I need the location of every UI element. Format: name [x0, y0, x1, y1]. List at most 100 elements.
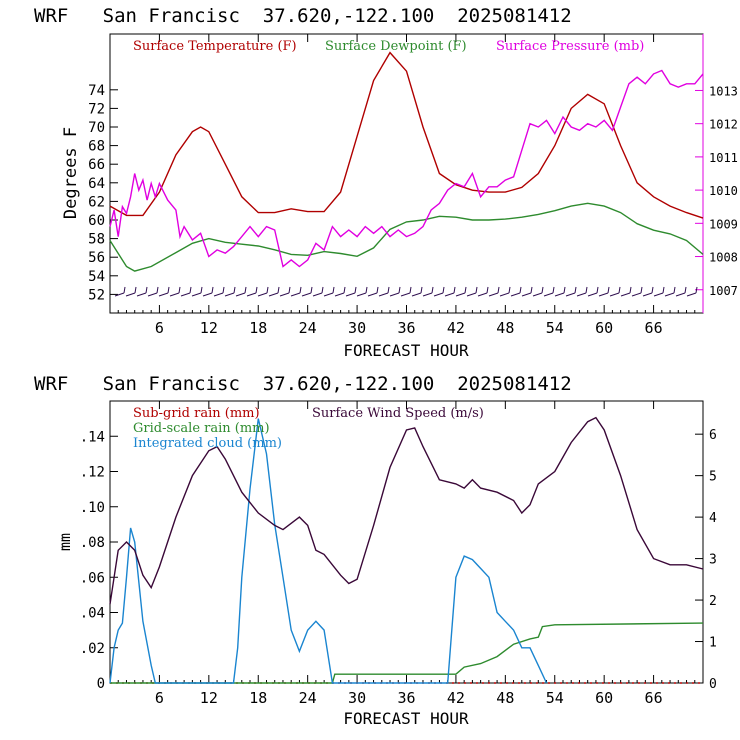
chart-1-right-tick-label: 1012 — [709, 118, 738, 132]
wind-barb — [422, 286, 434, 297]
chart-1-y-tick-label: 70 — [88, 120, 105, 136]
wind-barb — [334, 286, 346, 297]
chart-2-x-tick-label: 18 — [249, 689, 267, 707]
chart-1-x-tick-label: 48 — [496, 319, 514, 337]
chart-2-legend-integrated-cloud: Integrated cloud (mm) — [133, 436, 282, 451]
wind-barb — [191, 286, 203, 297]
chart-1-right-tick-label: 1010 — [709, 184, 738, 198]
chart-1-x-tick-label: 42 — [447, 319, 465, 337]
wind-barb — [114, 286, 126, 297]
chart-1-x-tick-label: 6 — [155, 319, 164, 337]
wind-barb — [147, 286, 159, 297]
chart-1-y-tick-label: 74 — [88, 83, 105, 99]
wind-barb — [235, 286, 247, 297]
wind-barb — [158, 286, 170, 297]
wind-barb — [587, 286, 599, 297]
chart-2-y-tick-label: .02 — [80, 641, 105, 657]
chart-1-series-surface-dewpoint-f — [109, 202, 704, 272]
chart-2-y-tick-label: .06 — [80, 570, 105, 586]
chart-2-y-tick-label: .12 — [80, 465, 105, 481]
chart-1-right-tick-label: 1007 — [709, 284, 738, 298]
chart-1-title: WRF San Francisc 37.620,-122.100 2025081… — [34, 5, 572, 27]
wind-barb — [279, 286, 291, 297]
chart-1-y-tick-label: 68 — [88, 139, 105, 155]
wind-barb — [246, 286, 258, 297]
wind-barb — [433, 286, 445, 297]
chart-2-y-tick-label: .04 — [80, 606, 105, 622]
wind-barb — [257, 286, 269, 297]
wind-barb — [631, 286, 643, 297]
chart-1-y-tick-label: 58 — [88, 232, 105, 248]
chart-2-series-integrated-cloud-mm — [109, 418, 548, 684]
wind-barb — [576, 286, 588, 297]
chart-1-right-tick-label: 1009 — [709, 217, 738, 231]
wind-barb — [136, 286, 148, 297]
chart-2-legend-subgrid-rain: Sub-grid rain (mm) — [133, 406, 260, 421]
chart-1-x-tick-label: 12 — [200, 319, 218, 337]
chart-1-right-tick-label: 1013 — [709, 84, 738, 98]
chart-2-legend-gridscale-rain: Grid-scale rain (mm) — [133, 421, 270, 436]
chart-2-x-tick-label: 48 — [496, 689, 514, 707]
wind-barb — [477, 286, 489, 297]
wind-barb — [367, 286, 379, 297]
wind-barb — [565, 286, 577, 297]
wind-barb — [466, 286, 478, 297]
wind-barb — [389, 286, 401, 297]
chart-1-y-tick-label: 72 — [88, 101, 105, 117]
chart-1-y-tick-label: 60 — [88, 213, 105, 229]
chart-1-y-tick-label: 56 — [88, 250, 105, 266]
wind-barb — [301, 286, 313, 297]
chart-2-right-tick-label: 3 — [709, 553, 717, 568]
chart-1-y-tick-label: 66 — [88, 157, 105, 173]
chart-2-right-tick-label: 5 — [709, 470, 717, 485]
chart-1-y-tick-label: 52 — [88, 287, 105, 303]
chart-2-y-tick-label: .08 — [80, 535, 105, 551]
chart-1-x-tick-label: 36 — [397, 319, 415, 337]
chart-2-y-tick-label: .14 — [80, 429, 105, 445]
wind-barb — [444, 286, 456, 297]
chart-2-legend-wind-speed: Surface Wind Speed (m/s) — [312, 406, 484, 421]
chart-2-x-axis-label: FORECAST HOUR — [343, 709, 469, 728]
chart-2-x-tick-label: 42 — [447, 689, 465, 707]
chart-2-y-tick-label: .10 — [80, 500, 105, 516]
wind-barb — [312, 286, 324, 297]
wind-barb — [620, 286, 632, 297]
wind-barb — [521, 286, 533, 297]
chart-2-x-tick-label: 12 — [200, 689, 218, 707]
chart-2-right-tick-label: 4 — [709, 511, 717, 526]
wind-barb — [411, 286, 423, 297]
chart-2-right-tick-label: 1 — [709, 636, 717, 651]
chart-2-series-grid-scale-rain-mm — [110, 622, 704, 684]
chart-2-y-tick-label: 0 — [97, 676, 105, 692]
wind-barb — [202, 286, 214, 297]
chart-1-x-tick-label: 54 — [546, 319, 564, 337]
wind-barb — [554, 286, 566, 297]
chart-1-legend-temperature: Surface Temperature (F) — [133, 39, 297, 54]
chart-1-y-axis-label: Degrees F — [61, 127, 81, 219]
wind-barb — [290, 286, 302, 297]
wind-barb — [378, 286, 390, 297]
wind-barb — [609, 286, 621, 297]
chart-1-x-tick-label: 60 — [595, 319, 613, 337]
chart-1-series-surface-temperature-f — [109, 51, 704, 219]
chart-1-legend-dewpoint: Surface Dewpoint (F) — [325, 39, 467, 54]
chart-1-x-tick-label: 18 — [249, 319, 267, 337]
wind-barb — [356, 286, 368, 297]
wind-barb — [686, 286, 698, 297]
chart-2-right-tick-label: 2 — [709, 594, 717, 609]
wind-barb — [224, 286, 236, 297]
wind-barb — [180, 286, 192, 297]
wind-barb — [400, 286, 412, 297]
chart-2-right-tick-label: 6 — [709, 428, 717, 443]
wind-barb — [675, 286, 687, 297]
chart-1-right-tick-label: 1008 — [709, 251, 738, 265]
wind-barb — [532, 286, 544, 297]
chart-1-legend-pressure: Surface Pressure (mb) — [496, 39, 644, 54]
chart-1-frame — [109, 33, 704, 314]
chart-2-x-tick-label: 54 — [546, 689, 564, 707]
chart-2-x-tick-label: 6 — [155, 689, 164, 707]
chart-1-y-tick-label: 54 — [88, 269, 105, 285]
wind-barb — [653, 286, 665, 297]
wind-barb — [213, 286, 225, 297]
chart-2-right-tick-label: 0 — [709, 677, 717, 692]
